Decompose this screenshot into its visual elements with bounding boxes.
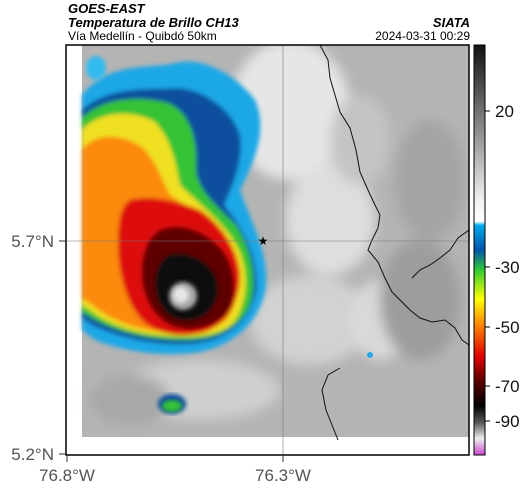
colorbar: 20 -30 -50 -70 -90 — [473, 44, 520, 456]
colorbar-label: 20 — [495, 102, 514, 121]
lat-tick-label: 5.7°N — [11, 232, 54, 251]
map-title: Temperatura de Brillo CH13 — [68, 15, 239, 30]
satellite-name: GOES-EAST — [68, 1, 145, 16]
lon-tick-label: 76.8°W — [39, 466, 95, 485]
lon-tick-label: 76.3°W — [255, 466, 311, 485]
location-marker-icon: ★ — [258, 234, 269, 248]
lat-tick-label: 5.2°N — [11, 445, 54, 464]
organization-label: SIATA — [432, 15, 470, 30]
satellite-image — [66, 45, 469, 455]
map-frame — [65, 44, 470, 456]
colorbar-label: -90 — [495, 412, 520, 431]
datetime-label: 2024-03-31 00:29 — [375, 29, 470, 43]
colorbar-label: -50 — [495, 318, 520, 337]
colorbar-label: -70 — [495, 377, 520, 396]
region-label: Vía Medellín - Quibdó 50km — [68, 29, 217, 43]
colorbar-label: -30 — [495, 258, 520, 277]
